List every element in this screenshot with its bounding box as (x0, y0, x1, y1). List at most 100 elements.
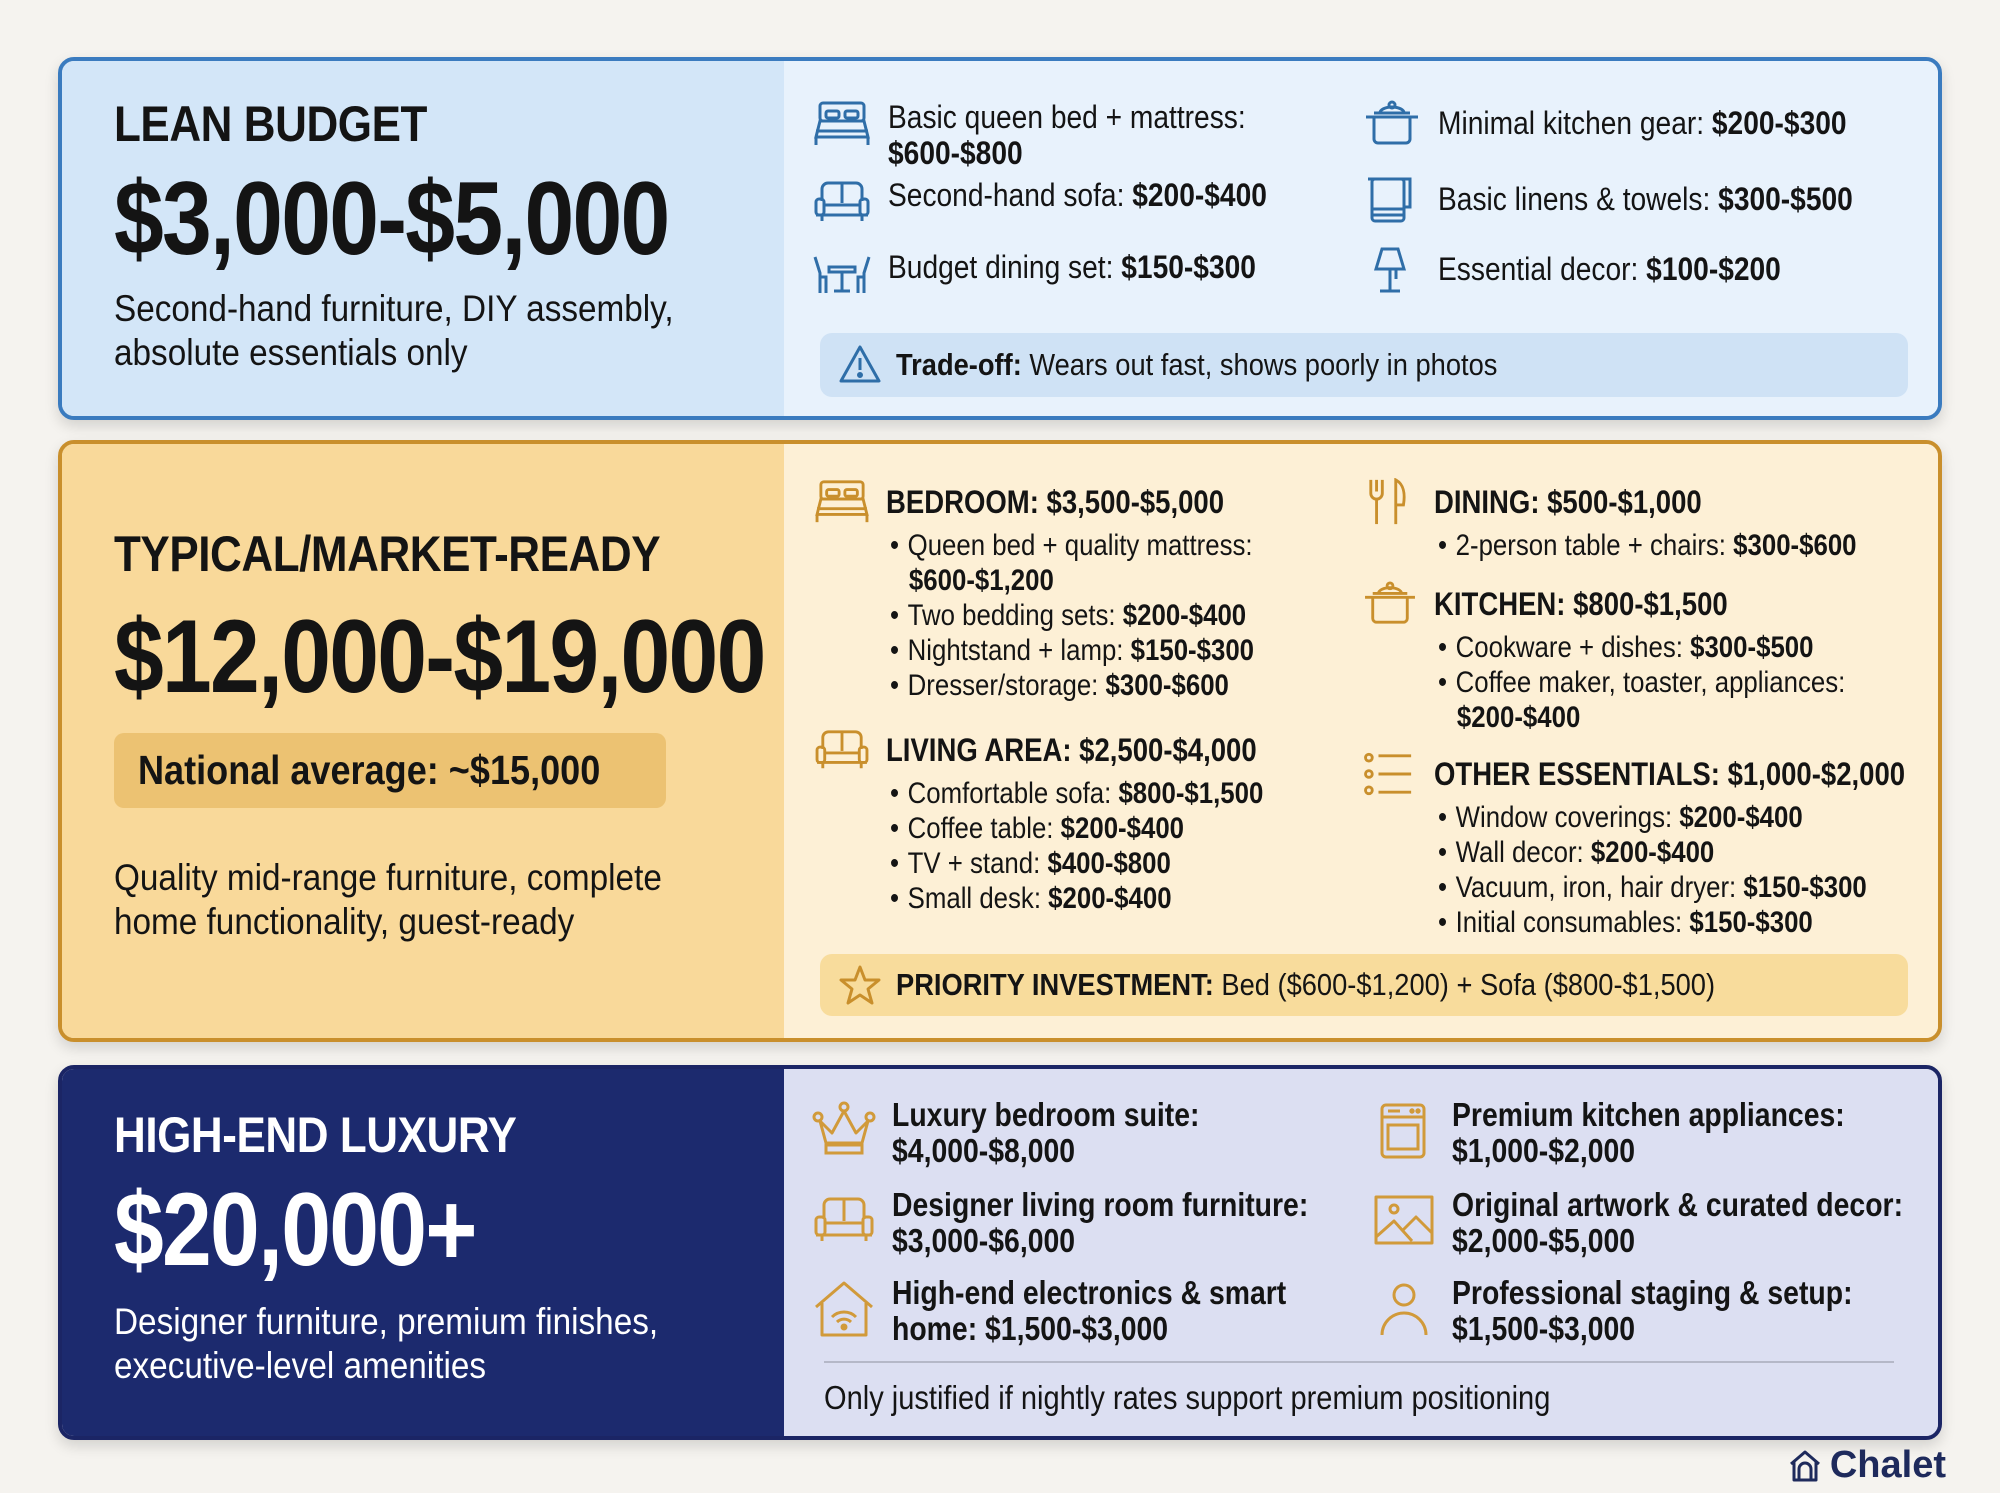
category-items: Comfortable sofa: $800-$1,500 Coffee tab… (890, 776, 1324, 916)
item-label: Coffee table: (907, 812, 1061, 845)
item-text: Essential decor: $100-$200 (1438, 251, 1781, 287)
priority-investment-callout: PRIORITY INVESTMENT: Bed ($600-$1,200) +… (820, 954, 1908, 1016)
pot-icon (1366, 100, 1418, 145)
item-label: Vacuum, iron, hair dryer: (1455, 871, 1744, 904)
category-heading: OTHER ESSENTIALS: $1,000-$2,000 (1434, 755, 1906, 792)
item-label: Original artwork & curated decor: (1452, 1186, 1904, 1223)
tier-lean-budget: LEAN BUDGET $3,000-$5,000 Second-hand fu… (58, 57, 1942, 420)
list-item: Premium kitchen appliances: $1,000-$2,000 (1372, 1097, 1909, 1169)
tier-price: $3,000-$5,000 (114, 160, 670, 277)
tier-description: Quality mid-range furniture, complete ho… (114, 856, 717, 943)
tier-luxury: HIGH-END LUXURY $20,000+ Designer furnit… (58, 1065, 1942, 1440)
tradeoff-detail: Wears out fast, shows poorly in photos (1021, 347, 1498, 382)
item-text: Professional staging & setup: $1,500-$3,0… (1452, 1275, 1853, 1347)
item-price: $300-$500 (1718, 181, 1853, 217)
list-item: Budget dining set: $150-$300 (812, 249, 1306, 299)
tier-typical-categories: BEDROOM: $3,500-$5,000 Queen bed + quali… (784, 444, 1938, 1038)
category-items: 2-person table + chairs: $300-$600 (1438, 528, 1925, 563)
tier-title: LEAN BUDGET (114, 95, 427, 152)
list-item: Small desk: $200-$400 (890, 881, 1263, 916)
item-price: $300-$600 (1105, 669, 1229, 702)
list-item: Wall decor: $200-$400 (1438, 835, 1906, 870)
luxury-footnote: Only justified if nightly rates support … (824, 1379, 1551, 1416)
category-heading: DINING: $500-$1,000 (1434, 483, 1702, 520)
category-heading: LIVING AREA: $2,500-$4,000 (886, 731, 1257, 768)
item-text: Luxury bedroom suite: $4,000-$8,000 (892, 1097, 1199, 1169)
tier-luxury-items: Luxury bedroom suite: $4,000-$8,000 Desig… (784, 1069, 1938, 1436)
list-item: 2-person table + chairs: $300-$600 (1438, 528, 1857, 563)
item-label: Two bedding sets: (907, 599, 1123, 632)
tradeoff-callout: Trade-off: Wears out fast, shows poorly … (820, 333, 1908, 397)
tier-title: TYPICAL/MARKET-READY (114, 525, 661, 582)
priority-label: PRIORITY INVESTMENT: (896, 967, 1214, 1002)
list-item: Window coverings: $200-$400 (1438, 800, 1906, 835)
category-items: Queen bed + quality mattress:$600-$1,200… (890, 528, 1313, 703)
list-item: Basic linens & towels: $300-$500 (1362, 175, 1909, 225)
item-price: $200-$400 (1122, 599, 1247, 632)
priority-text: PRIORITY INVESTMENT: Bed ($600-$1,200) +… (896, 967, 1715, 1003)
fork-knife-icon (1369, 478, 1406, 525)
national-average-text: National average: ~$15,000 (138, 746, 601, 793)
item-text: High-end electronics & smart home: $1,500… (892, 1275, 1286, 1347)
item-price: $800-$1,500 (1118, 777, 1264, 810)
tier-price: $20,000+ (114, 1171, 477, 1288)
item-price: $600-$800 (888, 135, 1023, 171)
item-label: High-end electronics & smart (892, 1274, 1287, 1311)
category-items: Window coverings: $200-$400 Wall decor: … (1438, 800, 1938, 940)
artwork-icon (1374, 1195, 1434, 1245)
item-text: Budget dining set: $150-$300 (888, 249, 1256, 285)
oven-icon (1380, 1103, 1426, 1159)
list-item: Coffee maker, toaster, appliances:$200-$… (1438, 665, 1846, 735)
national-average-badge: National average: ~$15,000 (114, 732, 666, 808)
list-icon (1364, 752, 1412, 796)
item-label: Budget dining set: (888, 249, 1122, 285)
item-label: Minimal kitchen gear: (1438, 105, 1712, 141)
list-item: Dresser/storage: $300-$600 (890, 668, 1254, 703)
item-price: $600-$1,200 (908, 564, 1054, 597)
list-item: Essential decor: $100-$200 (1362, 245, 1828, 295)
item-label: Dresser/storage: (907, 669, 1106, 702)
item-price: $400-$800 (1047, 847, 1171, 880)
sofa-icon (815, 730, 869, 769)
item-label: Initial consumables: (1455, 906, 1690, 939)
warning-icon (839, 345, 881, 383)
item-label: TV + stand: (907, 847, 1048, 880)
star-icon (839, 965, 881, 1005)
list-item: Basic queen bed + mattress: $600-$800 (812, 99, 1294, 171)
list-item: Coffee table: $200-$400 (890, 811, 1263, 846)
item-price: $3,000-$6,000 (892, 1222, 1076, 1259)
tier-description: Second-hand furniture, DIY assembly, abs… (114, 287, 717, 374)
item-label: Small desk: (907, 882, 1049, 915)
item-label: Essential decor: (1438, 251, 1647, 287)
list-item: Vacuum, iron, hair dryer: $150-$300 (1438, 870, 1906, 905)
item-text: Second-hand sofa: $200-$400 (888, 177, 1267, 213)
lamp-icon (1373, 247, 1407, 293)
list-item: Luxury bedroom suite: $4,000-$8,000 (812, 1097, 1250, 1169)
list-item: Designer living room furniture: $3,000-$6… (812, 1187, 1376, 1259)
item-price: $2,000-$5,000 (1452, 1222, 1636, 1259)
item-label: Premium kitchen appliances: (1452, 1096, 1845, 1133)
item-label: Basic linens & towels: (1438, 181, 1719, 217)
list-item: Two bedding sets: $200-$400 (890, 598, 1254, 633)
crown-icon (812, 1101, 876, 1155)
item-label: 2-person table + chairs: (1455, 529, 1734, 562)
item-price: $200-$400 (1456, 701, 1581, 734)
category-dining: DINING: $500-$1,000 2-person table + cha… (1360, 478, 1925, 563)
description-line: Second-hand furniture, DIY assembly, (114, 287, 674, 329)
description-line: Designer furniture, premium finishes, (114, 1300, 659, 1342)
item-label: Coffee maker, toaster, appliances: (1455, 666, 1846, 699)
list-item: Second-hand sofa: $200-$400 (812, 177, 1319, 227)
item-price: $1,000-$2,000 (1452, 1132, 1636, 1169)
item-price: $150-$300 (1130, 634, 1255, 667)
item-label: Professional staging & setup: (1452, 1274, 1853, 1311)
item-label: Luxury bedroom suite: (892, 1096, 1200, 1133)
person-icon (1380, 1283, 1428, 1336)
item-price: $100-$200 (1646, 251, 1781, 287)
item-price: $150-$300 (1121, 249, 1256, 285)
item-price: $300-$500 (1690, 631, 1814, 664)
bed-icon (814, 101, 870, 145)
item-price: $200-$400 (1060, 812, 1185, 845)
towel-icon (1368, 177, 1412, 223)
item-label: Basic queen bed + mattress: (888, 99, 1246, 135)
list-item: Cookware + dishes: $300-$500 (1438, 630, 1845, 665)
